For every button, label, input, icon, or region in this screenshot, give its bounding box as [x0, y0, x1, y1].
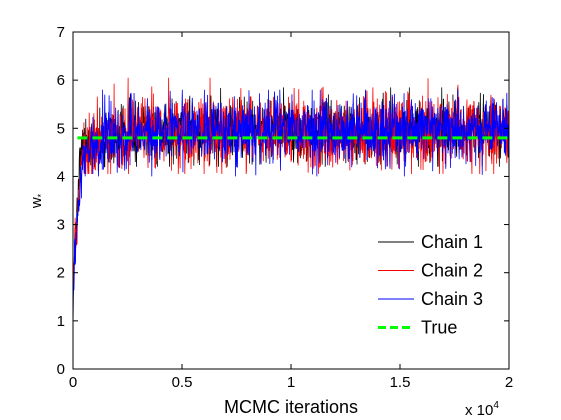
y-tick-label: 4	[57, 168, 65, 185]
y-tick-label: 5	[57, 120, 65, 137]
y-tick-label: 7	[57, 24, 65, 41]
y-axis-label-subscript: *	[36, 193, 46, 197]
y-axis-label: w*	[28, 193, 46, 209]
legend-label: True	[421, 318, 457, 338]
x-axis-multiplier-exponent: 4	[493, 400, 499, 411]
y-tick-label: 0	[57, 361, 65, 378]
x-tick-label: 1	[287, 374, 295, 391]
legend-label: Chain 2	[421, 261, 483, 281]
x-axis-ticks: 0 0.5 1 1.5 2	[69, 32, 513, 391]
x-tick-label: 1.5	[390, 374, 411, 391]
y-tick-label: 1	[57, 313, 65, 330]
x-tick-label: 0	[69, 374, 77, 391]
x-axis-multiplier: x 104	[465, 400, 499, 419]
x-axis-label: MCMC iterations	[224, 397, 358, 417]
x-tick-label: 0.5	[172, 374, 193, 391]
x-axis-multiplier-base: x 10	[465, 402, 493, 419]
plot-area-background	[73, 32, 509, 369]
y-axis-label-group: w*	[28, 193, 46, 209]
series-layer	[72, 77, 510, 331]
y-tick-label: 3	[57, 217, 65, 234]
y-axis-ticks: 0 1 2 3 4 5 6 7	[57, 24, 509, 378]
legend-label: Chain 1	[421, 232, 483, 252]
y-tick-label: 2	[57, 265, 65, 282]
x-tick-label: 2	[505, 374, 513, 391]
y-axis-label-main: w	[28, 197, 45, 209]
legend: Chain 1 Chain 2 Chain 3 True	[378, 232, 483, 338]
y-tick-label: 6	[57, 72, 65, 89]
legend-label: Chain 3	[421, 289, 483, 309]
